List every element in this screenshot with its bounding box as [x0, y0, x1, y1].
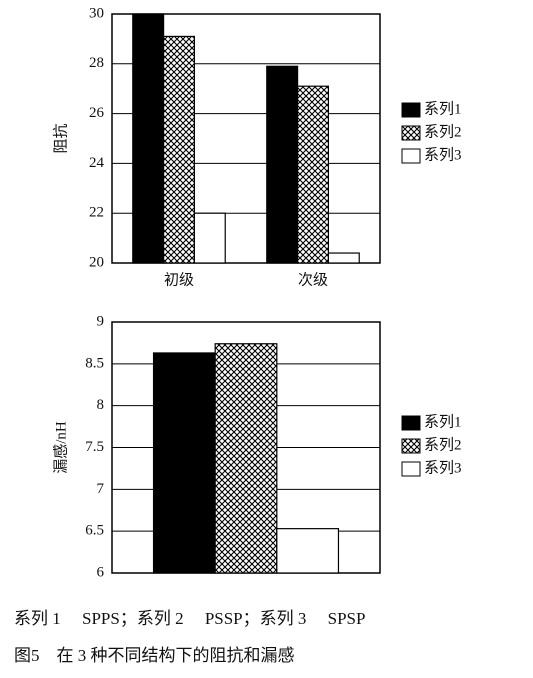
y-tick-label: 8 — [97, 397, 105, 413]
bar — [152, 352, 216, 574]
legend-swatch — [401, 438, 421, 454]
bar — [266, 65, 299, 264]
bar — [193, 212, 226, 264]
legend-note: 系列 1 SPPS；系列 2 PSSP；系列 3 SPSP — [14, 609, 365, 628]
y-axis-label: 漏感/nH — [52, 421, 69, 474]
y-tick-label: 22 — [89, 205, 104, 221]
y-tick-label: 8.5 — [85, 355, 104, 371]
bar — [132, 13, 165, 264]
legend-swatch — [401, 461, 421, 477]
bar — [327, 252, 360, 264]
legend-label: 系列2 — [424, 436, 462, 453]
y-tick-label: 26 — [89, 105, 105, 121]
figure-caption: 图5 在 3 种不同结构下的阻抗和漏感 — [14, 646, 295, 665]
legend-label: 系列3 — [424, 459, 462, 476]
y-tick-label: 28 — [89, 55, 104, 71]
x-tick-label: 次级 — [298, 271, 328, 288]
legend-swatch — [401, 102, 421, 118]
legend-swatch — [401, 148, 421, 164]
legend-swatch — [401, 415, 421, 431]
legend-swatch — [401, 125, 421, 141]
legend-label: 系列2 — [424, 123, 462, 140]
y-tick-label: 20 — [89, 254, 104, 270]
y-tick-label: 7 — [97, 481, 105, 497]
y-tick-label: 24 — [89, 155, 105, 171]
bar — [214, 343, 278, 574]
x-tick-label: 初级 — [164, 271, 194, 288]
legend-label: 系列1 — [424, 413, 462, 430]
bar — [276, 528, 340, 574]
y-tick-label: 7.5 — [85, 439, 104, 455]
plot-frame — [111, 13, 381, 264]
y-axis-label: 阻抗 — [52, 123, 69, 153]
legend-label: 系列3 — [424, 146, 462, 163]
y-tick-label: 9 — [97, 313, 105, 329]
bar — [296, 85, 330, 264]
y-tick-label: 30 — [89, 5, 104, 21]
bar — [162, 35, 196, 264]
y-tick-label: 6.5 — [85, 523, 104, 539]
legend-label: 系列1 — [424, 100, 462, 117]
y-tick-label: 6 — [97, 564, 105, 580]
